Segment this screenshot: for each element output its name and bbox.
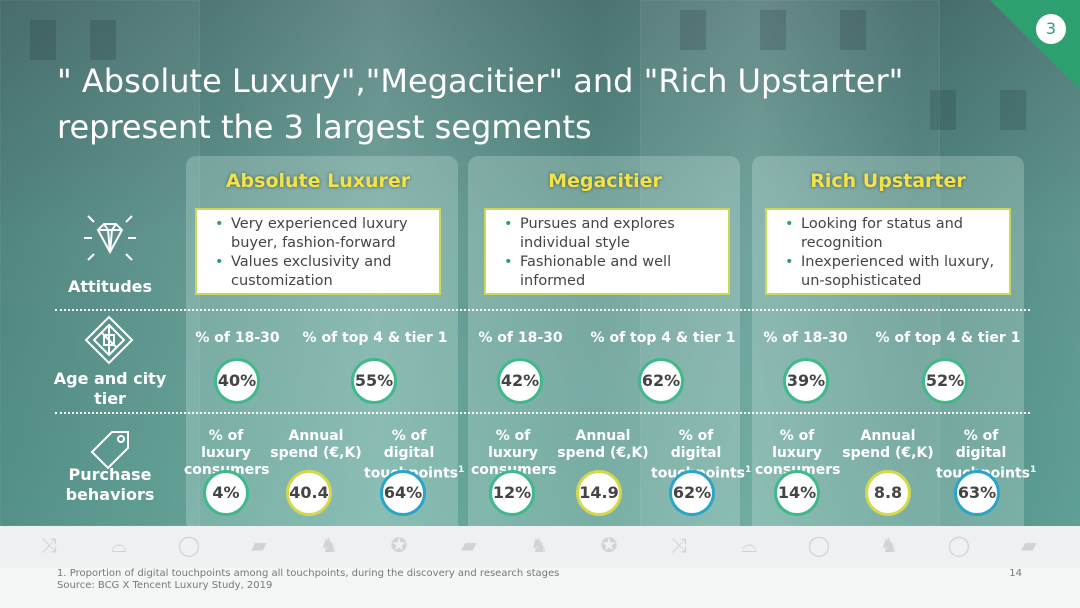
city-value: 55% [351, 358, 397, 404]
row-divider [55, 412, 1030, 414]
annual-spend-label: Annual spend (€,K) [842, 428, 934, 461]
slide-title: " Absolute Luxury","Megacitier" and "Ric… [57, 58, 957, 150]
row-label-purchase: Purchase behaviors [65, 465, 155, 504]
age-value: 39% [783, 358, 829, 404]
city-map-icon [84, 315, 134, 365]
city-label: % of top 4 & tier 1 [302, 330, 448, 346]
annual-spend-value: 8.8 [865, 470, 911, 516]
source-text: Source: BCG X Tencent Luxury Study, 2019 [57, 580, 273, 591]
chess-piece-icon: ♞ [320, 533, 338, 557]
row-label-attitudes: Attitudes [67, 277, 153, 296]
shuffle-icon: ⤨ [41, 533, 57, 557]
footnote-block: 1. Proportion of digital touchpoints amo… [57, 568, 559, 592]
footer-icon-strip [0, 526, 1080, 568]
segment-title: Absolute Luxurer [225, 170, 411, 192]
age-value: 42% [497, 358, 543, 404]
title-line-2: represent the 3 largest segments [57, 108, 592, 146]
footnote-marker: 1 [1029, 465, 1037, 475]
price-tag-icon [90, 431, 129, 470]
footnote-marker: 1 [744, 465, 752, 475]
sunglasses-icon: ⌓ [111, 533, 127, 557]
age-value: 40% [214, 358, 260, 404]
chess-piece-icon: ♞ [530, 533, 548, 557]
attitude-item: Very experienced luxury buyer, fashion-f… [215, 215, 431, 253]
digital-touchpoints-value: 64% [380, 470, 426, 516]
shuffle-icon: ⤨ [671, 533, 687, 557]
age-label: % of 18-30 [195, 330, 280, 346]
luxury-consumers-value: 12% [489, 470, 535, 516]
annual-spend-label: Annual spend (€,K) [557, 428, 649, 461]
ring-icon: ◯ [177, 533, 201, 557]
annual-spend-label: Annual spend (€,K) [270, 428, 362, 461]
diamond-icon [84, 215, 136, 261]
digital-touchpoints-value: 62% [669, 470, 715, 516]
attitudes-box: Looking for status and recognition Inexp… [765, 208, 1011, 295]
row-label-age-city: Age and city tier [53, 369, 167, 408]
sunglasses-icon: ⌓ [741, 533, 757, 557]
attitude-item: Pursues and explores individual style [504, 215, 720, 253]
page-number: 14 [1009, 568, 1022, 579]
age-label: % of 18-30 [478, 330, 563, 346]
ring-icon: ◯ [947, 533, 971, 557]
hand-tray-icon: ▰ [251, 533, 267, 557]
annual-spend-value: 40.4 [286, 470, 332, 516]
medal-icon: ✪ [390, 533, 408, 557]
luxury-consumers-value: 4% [203, 470, 249, 516]
corner-accent [990, 0, 1080, 90]
medal-icon: ✪ [600, 533, 618, 557]
digital-touchpoints-value: 63% [954, 470, 1000, 516]
attitude-item: Values exclusivity and customization [215, 253, 431, 291]
city-label: % of top 4 & tier 1 [875, 330, 1021, 346]
attitudes-box: Pursues and explores individual style Fa… [484, 208, 730, 295]
attitude-item: Looking for status and recognition [785, 215, 1001, 253]
attitude-item: Fashionable and well informed [504, 253, 720, 291]
segment-title: Rich Upstarter [810, 170, 966, 192]
segment-title: Megacitier [548, 170, 662, 192]
slide-number-badge: 3 [1036, 14, 1066, 44]
attitude-item: Inexperienced with luxury, un-sophistica… [785, 253, 1001, 291]
annual-spend-value: 14.9 [576, 470, 622, 516]
footnote-marker: 1 [457, 465, 465, 475]
city-value: 62% [638, 358, 684, 404]
luxury-consumers-value: 14% [774, 470, 820, 516]
chess-piece-icon: ♞ [880, 533, 898, 557]
row-divider [55, 309, 1030, 311]
attitudes-box: Very experienced luxury buyer, fashion-f… [195, 208, 441, 295]
hand-tray-icon: ▰ [1021, 533, 1037, 557]
title-line-1: " Absolute Luxury","Megacitier" and "Ric… [57, 62, 904, 100]
luxury-consumers-label: % of luxury consumers [755, 428, 841, 478]
city-value: 52% [922, 358, 968, 404]
hand-tray-icon: ▰ [461, 533, 477, 557]
age-label: % of 18-30 [763, 330, 848, 346]
ring-icon: ◯ [807, 533, 831, 557]
footnote-text: 1. Proportion of digital touchpoints amo… [57, 568, 560, 579]
city-label: % of top 4 & tier 1 [590, 330, 736, 346]
